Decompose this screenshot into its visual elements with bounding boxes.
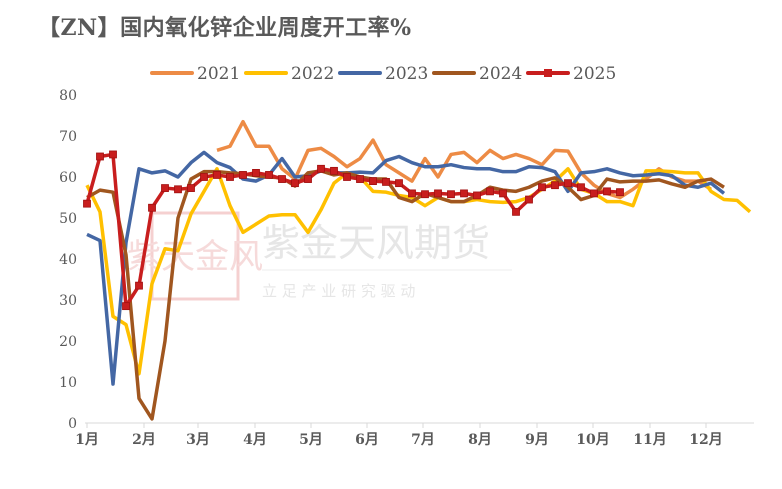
series-2021	[216, 119, 712, 200]
legend-item-2025: 2025	[526, 64, 616, 84]
x-tick-label: 5月	[299, 432, 323, 448]
y-tick-label: 40	[59, 252, 77, 268]
data-point-2025	[135, 281, 143, 290]
x-tick-label: 9月	[525, 432, 549, 448]
data-point-2025	[590, 189, 598, 198]
data-point-2025	[148, 203, 156, 212]
data-point-2025	[434, 189, 442, 198]
y-tick-label: 20	[59, 334, 77, 350]
chart-title: 【ZN】国内氧化锌企业周度开工率%	[38, 15, 412, 41]
series-line-2023	[86, 150, 726, 386]
data-point-2025	[447, 190, 455, 199]
data-point-2025	[174, 185, 182, 194]
data-point-2025	[525, 195, 533, 204]
x-tick-label: 4月	[243, 432, 267, 448]
data-point-2025	[330, 166, 338, 175]
data-point-2025	[109, 150, 117, 159]
data-point-2025	[577, 183, 585, 192]
data-point-2025	[265, 171, 273, 179]
x-tick-label: 3月	[186, 432, 210, 448]
x-tick-label: 8月	[468, 432, 492, 448]
data-point-2025	[421, 190, 429, 199]
legend-label: 2022	[291, 64, 334, 84]
x-tick-label: 7月	[411, 432, 435, 448]
y-tick-label: 50	[59, 211, 77, 227]
data-point-2025	[252, 168, 260, 177]
data-point-2025	[486, 187, 494, 196]
data-point-2025	[304, 175, 312, 183]
watermark: 紫天金风 紫金天风期货 立 足 产 业 研 究 驱 动	[127, 211, 512, 301]
data-point-2025	[382, 178, 390, 186]
data-point-2025	[226, 173, 234, 181]
data-point-2025	[278, 175, 286, 183]
series-2023	[86, 150, 726, 386]
legend-item-2021: 2021	[150, 64, 240, 84]
data-point-2025	[291, 179, 299, 188]
y-tick-label: 30	[59, 293, 77, 309]
legend-item-2022: 2022	[244, 64, 334, 84]
data-point-2025	[96, 152, 104, 161]
data-point-2025	[564, 179, 572, 188]
x-tick-label: 1月	[75, 432, 99, 448]
data-point-2025	[473, 191, 481, 200]
data-point-2025	[213, 171, 221, 179]
watermark-slogan: 立 足 产 业 研 究 驱 动	[262, 282, 415, 300]
legend-label: 2024	[479, 64, 522, 84]
data-point-2025	[395, 179, 403, 188]
data-point-2025	[408, 189, 416, 198]
x-tick-label: 12月	[689, 432, 722, 448]
y-tick-label: 60	[59, 170, 77, 186]
legend-item-2023: 2023	[338, 64, 428, 84]
data-point-2025	[83, 199, 91, 208]
x-tick-label: 2月	[132, 432, 156, 448]
data-point-2025	[616, 188, 624, 197]
data-point-2025	[356, 175, 364, 183]
x-tick-label: 10月	[576, 432, 609, 448]
y-tick-label: 80	[59, 88, 77, 104]
data-point-2025	[369, 177, 377, 186]
data-point-2025	[161, 184, 169, 192]
x-tick-label: 6月	[355, 432, 379, 448]
series-line-2021	[216, 119, 712, 200]
y-tick-label: 70	[59, 129, 77, 145]
x-tick-label: 11月	[633, 432, 666, 448]
data-point-2025	[239, 171, 247, 179]
series-line-2022	[85, 167, 752, 376]
data-point-2025	[460, 189, 468, 198]
series-2022	[85, 167, 752, 376]
data-point-2025	[551, 181, 559, 190]
data-point-2025	[187, 184, 195, 192]
legend-label: 2025	[573, 64, 616, 84]
series-line-2024	[86, 169, 725, 421]
data-point-2025	[499, 189, 507, 198]
data-point-2025	[603, 187, 611, 196]
y-tick-label: 10	[59, 375, 77, 391]
data-point-2025	[343, 173, 351, 181]
data-point-2025	[200, 173, 208, 181]
watermark-seal-text: 紫天金风	[127, 237, 263, 277]
series-2025	[83, 150, 624, 311]
legend-item-2024: 2024	[432, 64, 522, 84]
watermark-brand: 紫金天风期货	[262, 221, 490, 265]
data-point-2025	[317, 164, 325, 173]
y-tick-label: 0	[68, 416, 77, 432]
legend-label: 2021	[197, 64, 240, 84]
legend-label: 2023	[385, 64, 428, 84]
watermark-seal	[150, 211, 240, 301]
series-2024	[86, 169, 725, 421]
legend-marker	[544, 69, 552, 77]
data-point-2025	[538, 183, 546, 192]
data-point-2025	[122, 302, 130, 311]
data-point-2025	[512, 207, 520, 216]
